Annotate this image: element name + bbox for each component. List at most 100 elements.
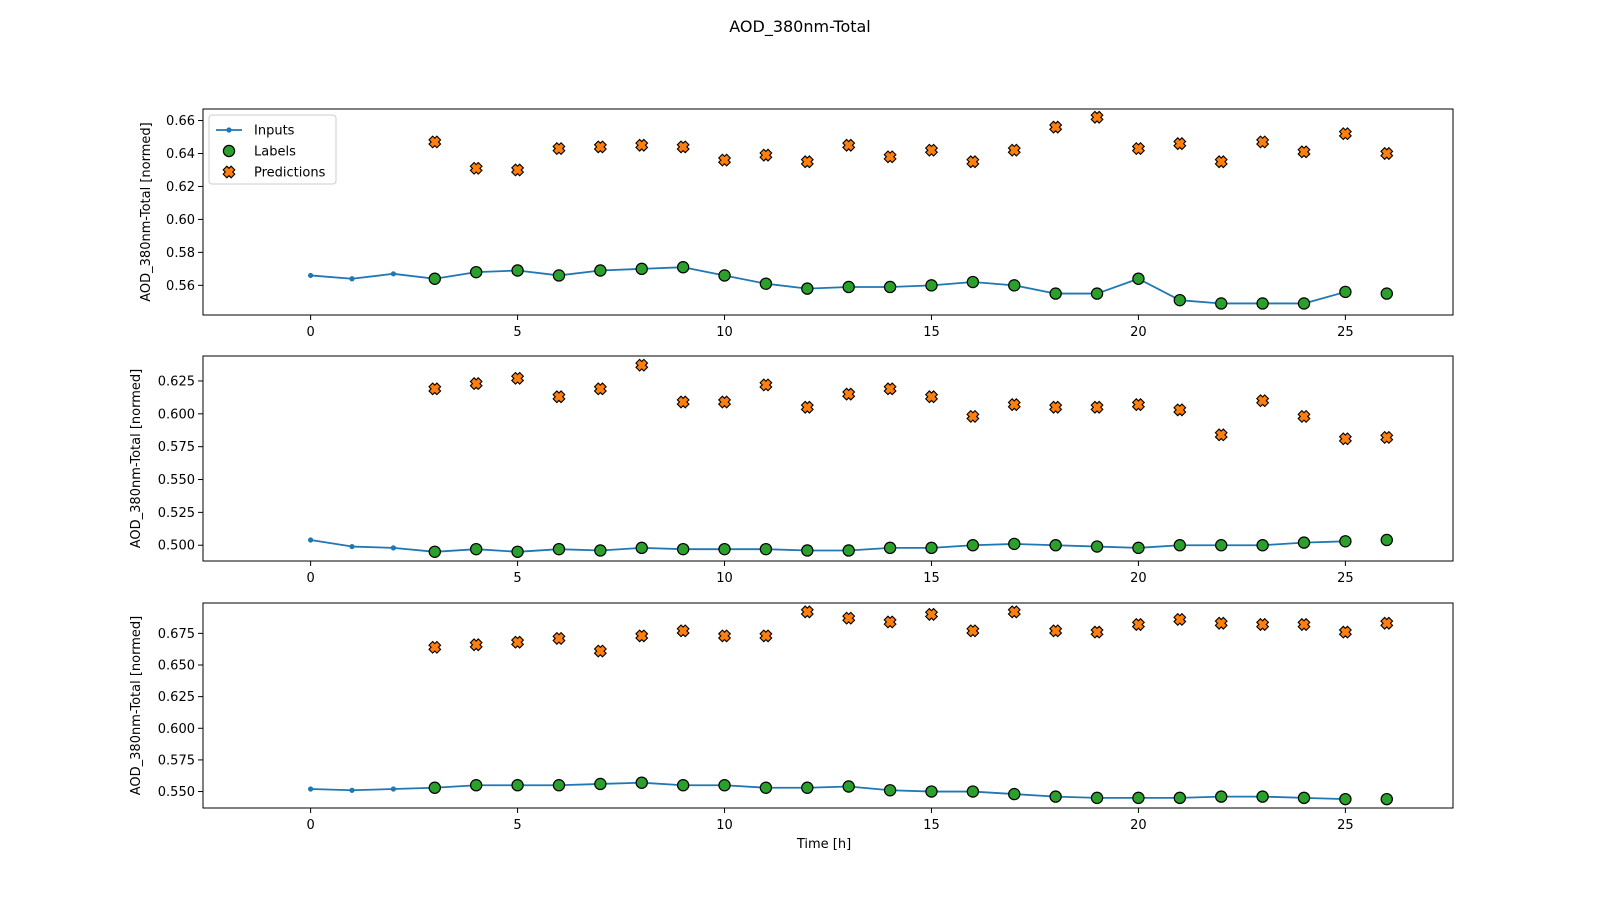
predictions-point bbox=[1007, 143, 1021, 157]
labels-point bbox=[1049, 539, 1062, 552]
labels-point bbox=[428, 545, 441, 559]
x-tick-label: 10 bbox=[716, 325, 733, 340]
labels-point bbox=[1297, 536, 1311, 549]
x-tick-label: 5 bbox=[513, 325, 521, 340]
predictions-point bbox=[842, 611, 856, 625]
labels-point bbox=[966, 275, 980, 289]
predictions-point bbox=[1090, 400, 1104, 414]
labels-point bbox=[635, 541, 648, 555]
labels-point bbox=[1008, 279, 1021, 292]
labels-point bbox=[1090, 791, 1104, 805]
predictions-point bbox=[1049, 120, 1063, 134]
labels-point bbox=[1008, 537, 1021, 551]
labels-point bbox=[1297, 297, 1311, 310]
inputs-point bbox=[390, 545, 396, 551]
predictions-point bbox=[593, 382, 607, 396]
labels-point bbox=[1380, 287, 1393, 300]
predictions-point bbox=[1297, 145, 1311, 159]
labels-point bbox=[1339, 792, 1352, 806]
labels-point bbox=[594, 777, 607, 791]
subplot-2: 0 5 10 15 20 25 0.500 0.525 0.550 0.575 0.600 0.625… bbox=[129, 355, 1454, 586]
predictions-point bbox=[924, 607, 939, 621]
predictions-point bbox=[883, 150, 897, 164]
y-tick-label: 0.550 bbox=[158, 785, 195, 800]
inputs-point bbox=[308, 786, 314, 792]
predictions-point bbox=[717, 629, 732, 643]
y-tick-label: 0.675 bbox=[158, 627, 195, 642]
predictions-point bbox=[635, 358, 649, 372]
labels-point bbox=[718, 269, 731, 282]
labels-point bbox=[635, 776, 648, 789]
legend-predictions-marker bbox=[222, 165, 236, 179]
labels-point bbox=[428, 272, 441, 285]
x-tick-label: 0 bbox=[306, 818, 314, 833]
labels-point bbox=[966, 539, 980, 552]
predictions-point bbox=[552, 631, 566, 646]
labels-point bbox=[552, 269, 566, 282]
labels-point bbox=[676, 261, 690, 274]
predictions-point bbox=[1007, 398, 1021, 412]
y-tick-label: 0.525 bbox=[158, 506, 195, 521]
inputs-series-line bbox=[310, 266, 1346, 305]
labels-point bbox=[1132, 791, 1145, 805]
x-tick-label: 5 bbox=[513, 571, 521, 586]
predictions-point bbox=[676, 624, 690, 638]
chart-title: AOD_380nm-Total bbox=[729, 17, 871, 37]
labels-point bbox=[842, 280, 855, 294]
y-tick-label: 0.64 bbox=[166, 147, 195, 162]
predictions-point bbox=[428, 640, 442, 654]
legend-predictions-label: Predictions bbox=[254, 166, 326, 181]
x-tick-label: 20 bbox=[1130, 325, 1147, 340]
predictions-point bbox=[593, 644, 607, 658]
labels-point bbox=[469, 265, 483, 279]
predictions-point bbox=[1297, 617, 1311, 632]
y-axis-label: AOD_380nm-Total [normed] bbox=[129, 616, 144, 795]
plot-area bbox=[308, 605, 1394, 806]
labels-point bbox=[1339, 535, 1352, 548]
y-tick-label: 0.600 bbox=[158, 407, 195, 422]
inputs-series-line bbox=[310, 781, 1346, 801]
labels-point bbox=[1049, 790, 1062, 803]
predictions-point bbox=[1256, 617, 1270, 632]
legend-inputs-marker bbox=[226, 127, 232, 133]
predictions-point bbox=[966, 624, 980, 638]
predictions-point bbox=[510, 635, 525, 649]
predictions-point bbox=[428, 135, 442, 149]
labels-point bbox=[1256, 790, 1269, 803]
predictions-point bbox=[883, 615, 897, 629]
y-tick-label: 0.575 bbox=[158, 753, 195, 768]
labels-point bbox=[1380, 792, 1393, 806]
predictions-point bbox=[510, 371, 525, 385]
subplot-1: 0 5 10 15 20 25 0.56 0.58 0.60 0.62 0.64 0.66 AOD_38… bbox=[139, 108, 1454, 340]
labels-point bbox=[1339, 285, 1352, 299]
x-tick-label: 10 bbox=[716, 818, 733, 833]
labels-point bbox=[883, 541, 897, 555]
x-tick-label: 25 bbox=[1337, 818, 1354, 833]
subplots: 0 5 10 15 20 25 0.56 0.58 0.60 0.62 0.64 0.66 AOD_38… bbox=[129, 108, 1454, 833]
predictions-point bbox=[1380, 430, 1394, 445]
predictions-point bbox=[635, 629, 649, 643]
labels-point bbox=[718, 542, 731, 556]
plot-area bbox=[308, 110, 1394, 310]
y-tick-label: 0.500 bbox=[158, 539, 195, 554]
predictions-point bbox=[1256, 394, 1270, 408]
predictions-point bbox=[966, 409, 980, 424]
inputs-point bbox=[349, 787, 355, 793]
labels-point bbox=[842, 544, 855, 557]
y-tick-label: 0.550 bbox=[158, 473, 195, 488]
labels-point bbox=[511, 779, 524, 792]
labels-point bbox=[428, 781, 441, 794]
x-tick-label: 15 bbox=[923, 571, 940, 586]
predictions-point bbox=[1090, 110, 1104, 124]
labels-point bbox=[469, 542, 483, 556]
labels-point bbox=[966, 785, 980, 798]
inputs-point bbox=[349, 543, 355, 550]
y-tick-label: 0.66 bbox=[166, 114, 195, 129]
predictions-point bbox=[552, 390, 566, 404]
predictions-point bbox=[469, 161, 483, 175]
x-tick-label: 25 bbox=[1337, 571, 1354, 586]
predictions-point bbox=[510, 163, 525, 177]
labels-point bbox=[925, 279, 938, 292]
predictions-point bbox=[1131, 398, 1146, 412]
labels-point bbox=[1173, 293, 1187, 307]
